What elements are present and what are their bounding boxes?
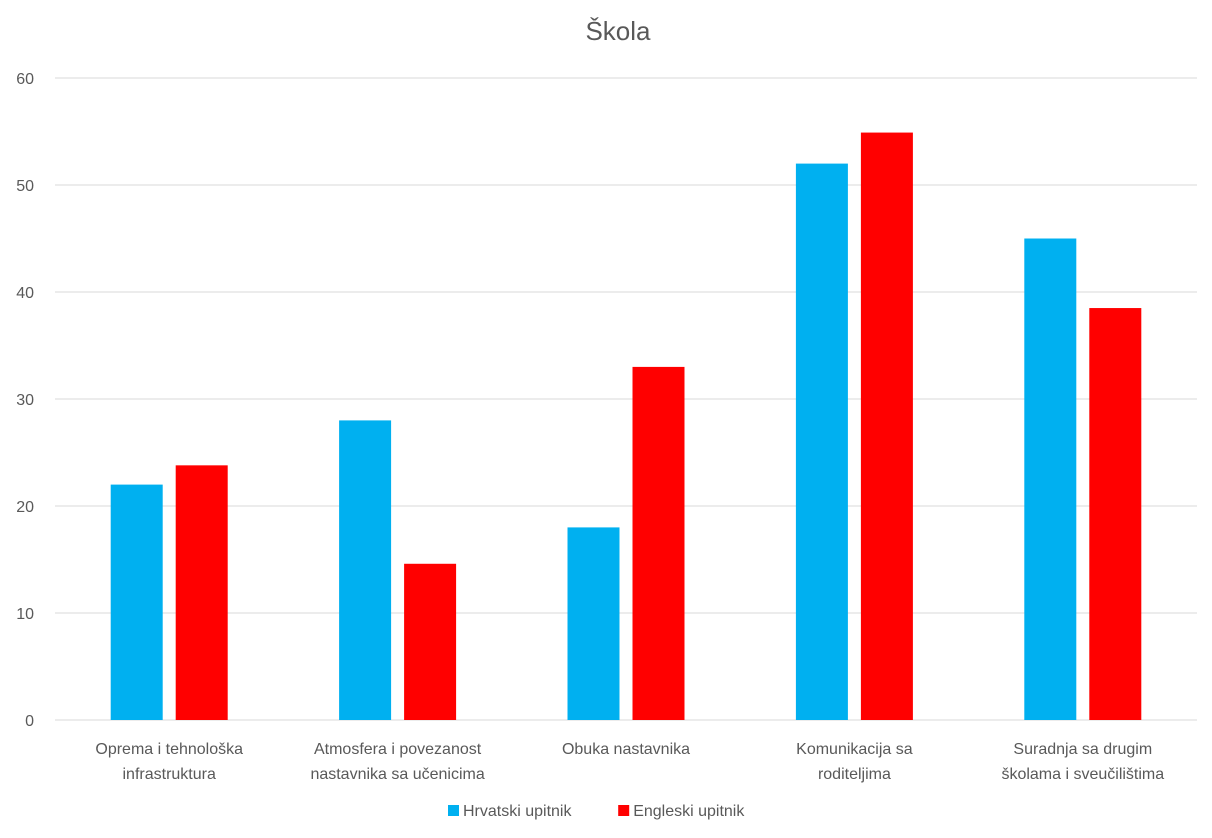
bar-engleski — [404, 563, 457, 720]
legend-swatch — [448, 805, 459, 816]
bar-hrvatski — [795, 163, 848, 721]
bar-hrvatski — [567, 527, 620, 720]
bar-hrvatski — [110, 484, 163, 720]
x-tick-label: Suradnja sa drugim školama i sveučilištim… — [1001, 741, 1164, 783]
x-tick-label: Oprema i tehnološka infrastruktura — [95, 741, 243, 783]
bar-hrvatski — [1024, 238, 1077, 720]
bar-engleski — [1089, 308, 1142, 720]
legend: Hrvatski upitnik Engleski upitnik — [448, 803, 745, 820]
x-axis: Oprema i tehnološka infrastruktura Atmosfe… — [95, 741, 1164, 783]
bars — [110, 132, 1142, 721]
y-tick-label: 10 — [16, 606, 34, 623]
bar-hrvatski — [339, 420, 392, 720]
y-tick-label: 50 — [16, 178, 34, 195]
y-tick-label: 40 — [16, 285, 34, 302]
y-tick-label: 60 — [16, 71, 34, 88]
x-tick-label: Atmosfera i povezanost nastavnika sa učen… — [310, 741, 484, 783]
y-tick-label: 30 — [16, 392, 34, 409]
y-tick-label: 0 — [25, 713, 34, 730]
bar-engleski — [632, 366, 685, 720]
bar-engleski — [860, 132, 913, 720]
x-tick-label: Komunikacija sa roditeljima — [796, 741, 913, 783]
y-tick-label: 20 — [16, 499, 34, 516]
bar-engleski — [175, 465, 228, 720]
legend-label: Engleski upitnik — [633, 803, 745, 820]
y-axis: 0 10 20 30 40 50 60 — [16, 71, 34, 730]
chart-title: Škola — [585, 16, 651, 46]
x-tick-label: Obuka nastavnika — [562, 741, 690, 758]
legend-swatch — [618, 805, 630, 816]
gridlines — [55, 77, 1197, 721]
legend-label: Hrvatski upitnik — [463, 803, 572, 820]
